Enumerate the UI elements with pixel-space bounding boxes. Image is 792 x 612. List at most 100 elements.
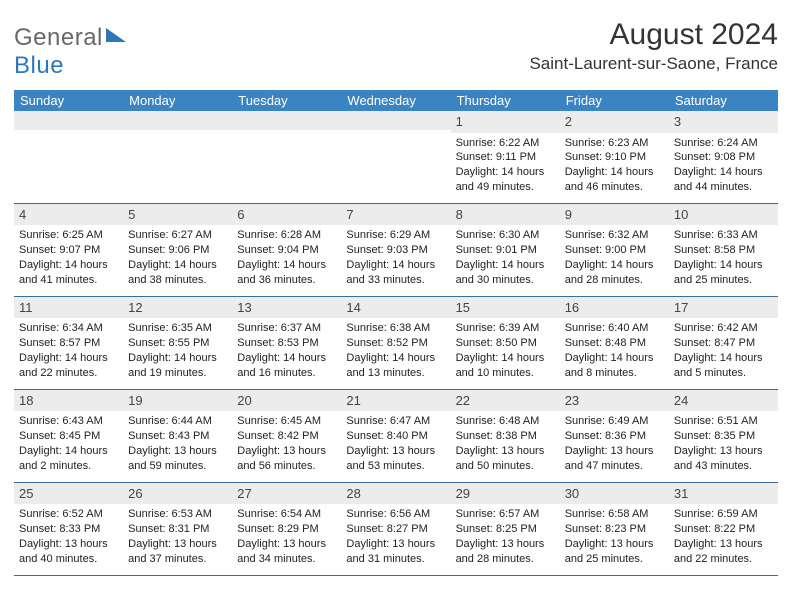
sunrise-text: Sunrise: 6:57 AM <box>456 507 555 522</box>
day-number: 24 <box>669 390 778 412</box>
daylight-text: Daylight: 13 hours <box>456 537 555 552</box>
sunset-text: Sunset: 8:38 PM <box>456 429 555 444</box>
day-number <box>341 111 450 130</box>
day-cell <box>123 111 232 203</box>
sunset-text: Sunset: 8:25 PM <box>456 522 555 537</box>
sunrise-text: Sunrise: 6:53 AM <box>128 507 227 522</box>
week-row: 18 Sunrise: 6:43 AMSunset: 8:45 PM Dayligh… <box>14 390 778 483</box>
week-row: 4Sunrise: 6:25 AMSunset: 9:07 PMDaylight… <box>14 204 778 297</box>
week-row: 25Sunrise: 6:52 AMSunset: 8:33 PMDayligh… <box>14 483 778 576</box>
day-number: 1 <box>451 111 560 133</box>
sunset-text: Sunset: 9:01 PM <box>456 243 555 258</box>
day-cell: 4Sunrise: 6:25 AMSunset: 9:07 PMDaylight… <box>14 204 123 296</box>
day-number: 27 <box>232 483 341 505</box>
sunrise-text: Sunrise: 6:37 AM <box>237 321 336 336</box>
day-number: 26 <box>123 483 232 505</box>
sunset-text: Sunset: 8:47 PM <box>674 336 773 351</box>
day-number: 8 <box>451 204 560 226</box>
day-cell: 26Sunrise: 6:53 AMSunset: 8:31 PMDayligh… <box>123 483 232 575</box>
dow-cell: Friday <box>560 90 669 111</box>
day-cell: 20Sunrise: 6:45 AMSunset: 8:42 PMDayligh… <box>232 390 341 482</box>
day-number <box>14 111 123 130</box>
day-number: 29 <box>451 483 560 505</box>
daylight-text: and 19 minutes. <box>128 366 227 381</box>
daylight-text: and 28 minutes. <box>565 273 664 288</box>
location: Saint-Laurent-sur-Saone, France <box>529 54 778 74</box>
sunset-text: Sunset: 8:35 PM <box>674 429 773 444</box>
sunset-text: Sunset: 8:57 PM <box>19 336 118 351</box>
brand-part1: General <box>14 24 103 51</box>
day-cell <box>232 111 341 203</box>
sunset-text: Sunset: 8:31 PM <box>128 522 227 537</box>
day-number: 20 <box>232 390 341 412</box>
daylight-text: and 59 minutes. <box>128 459 227 474</box>
sunrise-text: Sunrise: 6:51 AM <box>674 414 773 429</box>
daylight-text: and 10 minutes. <box>456 366 555 381</box>
day-number: 11 <box>14 297 123 319</box>
daylight-text: Daylight: 14 hours <box>128 351 227 366</box>
day-cell: 14Sunrise: 6:38 AMSunset: 8:52 PMDayligh… <box>341 297 450 389</box>
daylight-text: and 33 minutes. <box>346 273 445 288</box>
sunset-text: Sunset: 8:43 PM <box>128 429 227 444</box>
daylight-text: and 37 minutes. <box>128 552 227 567</box>
day-number: 9 <box>560 204 669 226</box>
daylight-text: Daylight: 14 hours <box>237 351 336 366</box>
daylight-text: and 22 minutes. <box>19 366 118 381</box>
daylight-text: and 49 minutes. <box>456 180 555 195</box>
sunset-text: Sunset: 8:50 PM <box>456 336 555 351</box>
day-cell: 24Sunrise: 6:51 AMSunset: 8:35 PMDayligh… <box>669 390 778 482</box>
sunrise-text: Sunrise: 6:43 AM <box>19 414 118 429</box>
day-number: 10 <box>669 204 778 226</box>
daylight-text: Daylight: 13 hours <box>128 444 227 459</box>
day-cell: 8Sunrise: 6:30 AMSunset: 9:01 PMDaylight… <box>451 204 560 296</box>
day-number: 4 <box>14 204 123 226</box>
sunrise-text: Sunrise: 6:34 AM <box>19 321 118 336</box>
week-row: 11 Sunrise: 6:34 AMSunset: 8:57 PM Dayligh… <box>14 297 778 390</box>
sunset-text: Sunset: 8:52 PM <box>346 336 445 351</box>
daylight-text: Daylight: 14 hours <box>565 351 664 366</box>
daylight-text: Daylight: 14 hours <box>565 258 664 273</box>
day-cell: 25Sunrise: 6:52 AMSunset: 8:33 PMDayligh… <box>14 483 123 575</box>
sunset-text: Sunset: 8:48 PM <box>565 336 664 351</box>
daylight-text: and 56 minutes. <box>237 459 336 474</box>
daylight-text: and 28 minutes. <box>456 552 555 567</box>
day-number: 13 <box>232 297 341 319</box>
dow-cell: Wednesday <box>341 90 450 111</box>
sunset-text: Sunset: 8:42 PM <box>237 429 336 444</box>
sunrise-text: Sunrise: 6:24 AM <box>674 136 773 151</box>
day-cell: 6Sunrise: 6:28 AMSunset: 9:04 PMDaylight… <box>232 204 341 296</box>
day-cell: 28Sunrise: 6:56 AMSunset: 8:27 PMDayligh… <box>341 483 450 575</box>
sunset-text: Sunset: 8:36 PM <box>565 429 664 444</box>
sunset-text: Sunset: 8:53 PM <box>237 336 336 351</box>
day-number: 28 <box>341 483 450 505</box>
brand-logo: General Blue <box>14 18 126 80</box>
day-number: 17 <box>669 297 778 319</box>
day-cell: 31Sunrise: 6:59 AMSunset: 8:22 PMDayligh… <box>669 483 778 575</box>
day-number: 5 <box>123 204 232 226</box>
daylight-text: Daylight: 14 hours <box>674 351 773 366</box>
day-cell: 2Sunrise: 6:23 AMSunset: 9:10 PMDaylight… <box>560 111 669 203</box>
day-cell: 5Sunrise: 6:27 AMSunset: 9:06 PMDaylight… <box>123 204 232 296</box>
daylight-text: and 38 minutes. <box>128 273 227 288</box>
sunset-text: Sunset: 8:55 PM <box>128 336 227 351</box>
day-cell: 16Sunrise: 6:40 AMSunset: 8:48 PMDayligh… <box>560 297 669 389</box>
day-cell: 23Sunrise: 6:49 AMSunset: 8:36 PMDayligh… <box>560 390 669 482</box>
daylight-text: Daylight: 14 hours <box>346 258 445 273</box>
sunset-text: Sunset: 8:45 PM <box>19 429 118 444</box>
sunset-text: Sunset: 8:23 PM <box>565 522 664 537</box>
day-number: 18 <box>14 390 123 412</box>
sunset-text: Sunset: 9:00 PM <box>565 243 664 258</box>
header: General Blue August 2024 Saint-Laurent-s… <box>14 18 778 80</box>
day-cell: 30Sunrise: 6:58 AMSunset: 8:23 PMDayligh… <box>560 483 669 575</box>
day-cell: 11Sunrise: 6:34 AMSunset: 8:57 PMDayligh… <box>14 297 123 389</box>
day-number: 2 <box>560 111 669 133</box>
day-number <box>232 111 341 130</box>
day-number: 7 <box>341 204 450 226</box>
title-block: August 2024 Saint-Laurent-sur-Saone, Fra… <box>529 18 778 74</box>
sunrise-text: Sunrise: 6:38 AM <box>346 321 445 336</box>
day-number: 23 <box>560 390 669 412</box>
sunset-text: Sunset: 8:58 PM <box>674 243 773 258</box>
daylight-text: and 5 minutes. <box>674 366 773 381</box>
daylight-text: Daylight: 13 hours <box>346 537 445 552</box>
daylight-text: Daylight: 14 hours <box>456 165 555 180</box>
